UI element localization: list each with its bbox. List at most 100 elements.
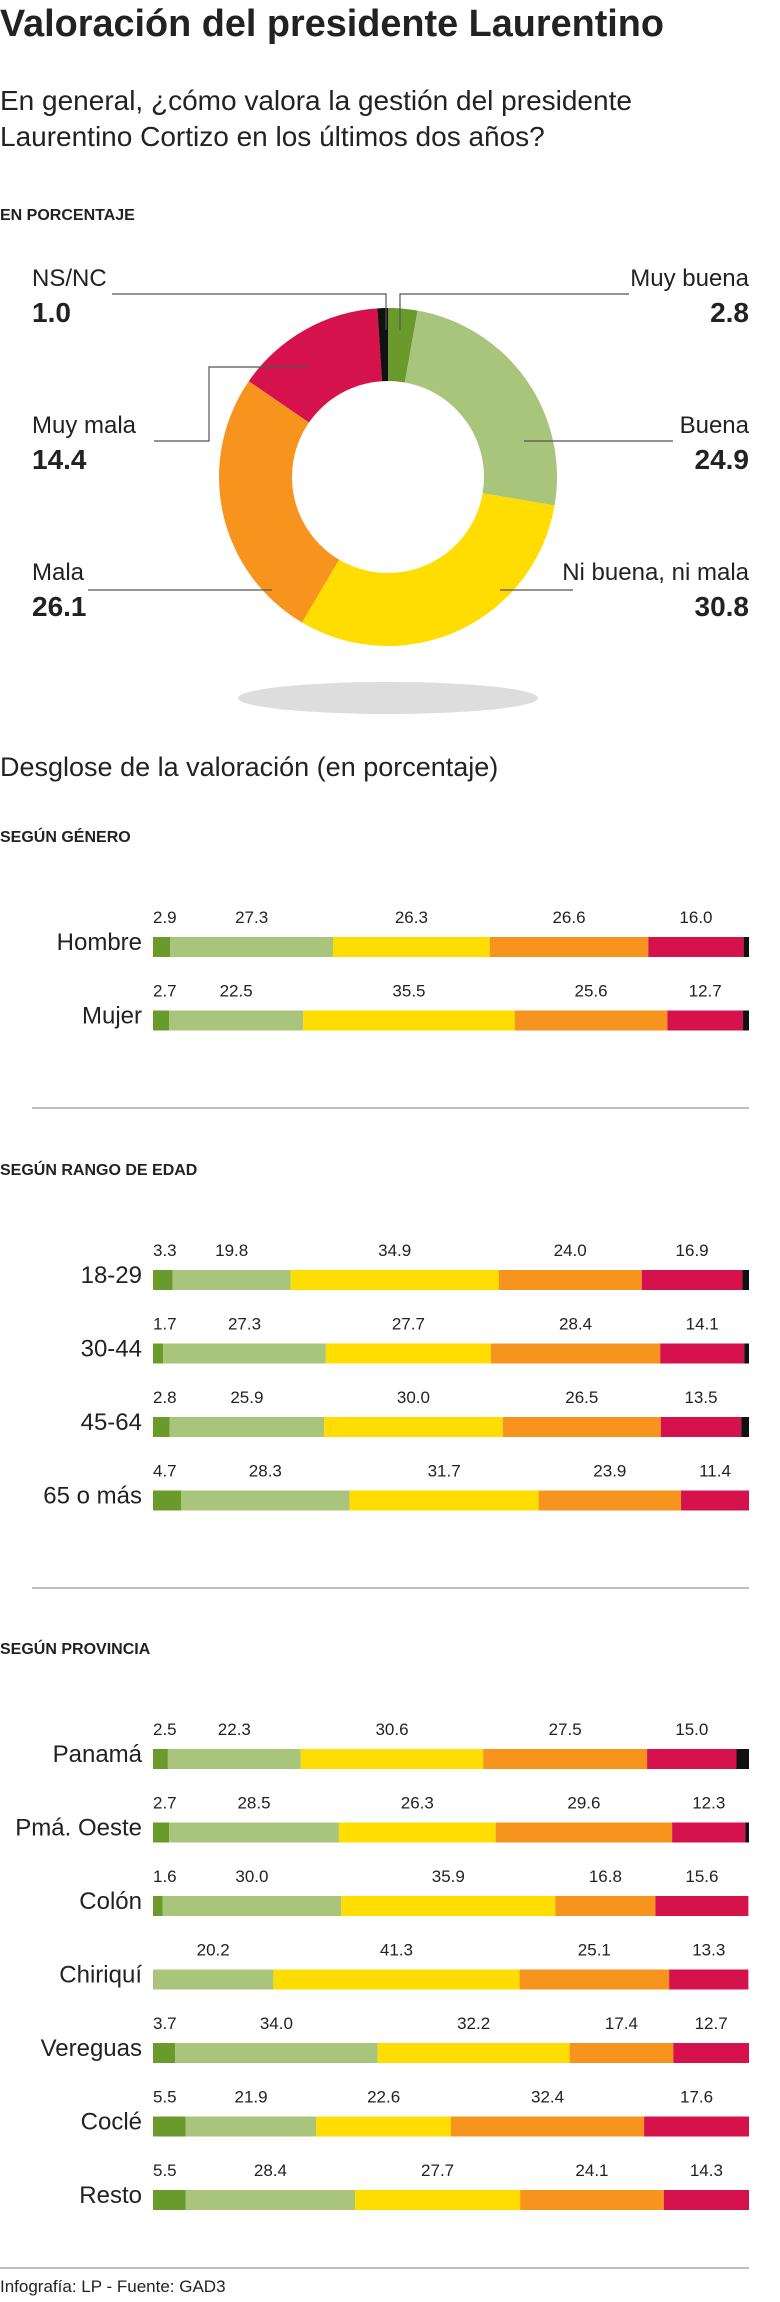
value-label: 28.4 xyxy=(559,1315,592,1334)
value-label: 13.3 xyxy=(692,1941,725,1960)
bar-segment xyxy=(185,2190,356,2210)
value-label: 41.3 xyxy=(380,1941,413,1960)
bar-segment xyxy=(153,1343,164,1364)
value-label: 24.1 xyxy=(575,2161,608,2180)
value-label: 19.8 xyxy=(215,1241,248,1260)
bar-segment xyxy=(502,1417,661,1437)
value-label: 15.0 xyxy=(675,1720,708,1739)
value-label: 2.9 xyxy=(153,908,177,927)
leader-line xyxy=(399,293,629,330)
value-label: 1.6 xyxy=(153,1867,177,1886)
row-label: Hombre xyxy=(57,929,142,956)
value-label: 14.3 xyxy=(690,2161,723,2180)
value-label: 2.7 xyxy=(153,1794,177,1813)
bar-segment xyxy=(153,937,171,957)
value-label: 12.7 xyxy=(695,2014,728,2033)
bar-segment xyxy=(648,937,744,957)
bar-segment xyxy=(169,1010,304,1031)
bar-segment xyxy=(669,1969,749,1990)
row-label: Vereguas xyxy=(41,2035,142,2062)
bar-segment xyxy=(451,2116,645,2137)
value-label: 25.6 xyxy=(575,982,608,1001)
bar-segment xyxy=(644,2116,749,2137)
bar-segment xyxy=(325,1343,491,1364)
row-label: 30-44 xyxy=(81,1336,142,1363)
row-label: Mujer xyxy=(82,1003,142,1030)
leader-line xyxy=(154,366,308,442)
value-label: 2.8 xyxy=(153,1388,177,1407)
value-label: 22.6 xyxy=(367,2088,400,2107)
bar-segment xyxy=(673,2043,749,2063)
value-label: 21.9 xyxy=(234,2088,267,2107)
value-label: 30.6 xyxy=(375,1720,408,1739)
bar-segment xyxy=(681,1490,749,1511)
bar-segment xyxy=(490,1343,661,1364)
value-label: 29.6 xyxy=(567,1794,600,1813)
donut-slice xyxy=(301,493,555,647)
section-label: SEGÚN PROVINCIA xyxy=(0,1639,151,1658)
bar-segment xyxy=(153,2116,186,2137)
bar-segment xyxy=(377,2043,570,2063)
value-label: 2.5 xyxy=(153,1720,177,1739)
bar-segment xyxy=(153,1749,168,1769)
bar-segment xyxy=(316,2116,451,2137)
slice-value: 24.9 xyxy=(695,444,750,475)
bar-segment xyxy=(170,937,333,957)
leader-line xyxy=(112,293,387,330)
slice-label: NS/NC xyxy=(32,265,107,292)
row-label: Colón xyxy=(79,1888,142,1915)
bar-segment xyxy=(153,1270,173,1290)
bar-segment xyxy=(741,1417,749,1437)
row-label: Resto xyxy=(79,2182,142,2209)
value-label: 26.6 xyxy=(552,908,585,927)
bar-segment xyxy=(743,1010,749,1031)
row-label: Coclé xyxy=(81,2109,142,2136)
slice-value: 14.4 xyxy=(32,444,87,475)
bar-segment xyxy=(175,2043,378,2063)
bar-segment xyxy=(341,1896,556,1916)
subtitle: En general, ¿cómo valora la gestión del … xyxy=(0,85,632,116)
value-label: 12.3 xyxy=(692,1794,725,1813)
section-label: SEGÚN GÉNERO xyxy=(0,827,131,846)
bar-segment xyxy=(667,1010,744,1031)
donut-slice xyxy=(248,308,382,423)
value-label: 4.7 xyxy=(153,1462,177,1481)
value-label: 17.6 xyxy=(680,2088,713,2107)
unit-note: EN PORCENTAJE xyxy=(0,207,135,224)
value-label: 3.7 xyxy=(153,2014,177,2033)
slice-value: 26.1 xyxy=(32,591,87,622)
value-label: 30.0 xyxy=(235,1867,268,1886)
value-label: 32.2 xyxy=(457,2014,490,2033)
bar-segment xyxy=(172,1270,291,1290)
slice-label: Buena xyxy=(680,412,750,439)
bar-segment xyxy=(153,2043,176,2063)
row-label: Panamá xyxy=(53,1741,143,1768)
value-label: 26.3 xyxy=(395,908,428,927)
bar-segment xyxy=(185,2116,317,2137)
bar-segment xyxy=(332,937,490,957)
slice-label: Muy mala xyxy=(32,412,137,439)
value-label: 31.7 xyxy=(428,1462,461,1481)
section-label: SEGÚN RANGO DE EDAD xyxy=(0,1160,197,1179)
bar-segment xyxy=(744,1343,749,1364)
bar-segment xyxy=(538,1490,682,1511)
bar-segment xyxy=(483,1749,648,1769)
row-label: 65 o más xyxy=(43,1483,142,1510)
bar-segment xyxy=(303,1010,515,1031)
bar-segment xyxy=(495,1822,673,1843)
bar-segment xyxy=(660,1343,745,1364)
value-label: 35.5 xyxy=(392,982,425,1001)
bar-segment xyxy=(163,1343,326,1364)
value-label: 28.3 xyxy=(249,1462,282,1481)
bar-segment xyxy=(273,1969,520,1990)
bar-segment xyxy=(520,2190,664,2210)
shadow xyxy=(238,682,538,714)
value-label: 1.7 xyxy=(153,1315,177,1334)
bar-segment xyxy=(355,2190,521,2210)
bar-segment xyxy=(167,1749,301,1769)
value-label: 12.7 xyxy=(689,982,722,1001)
value-label: 27.5 xyxy=(549,1720,582,1739)
bar-segment xyxy=(169,1417,325,1437)
bar-segment xyxy=(743,937,749,957)
